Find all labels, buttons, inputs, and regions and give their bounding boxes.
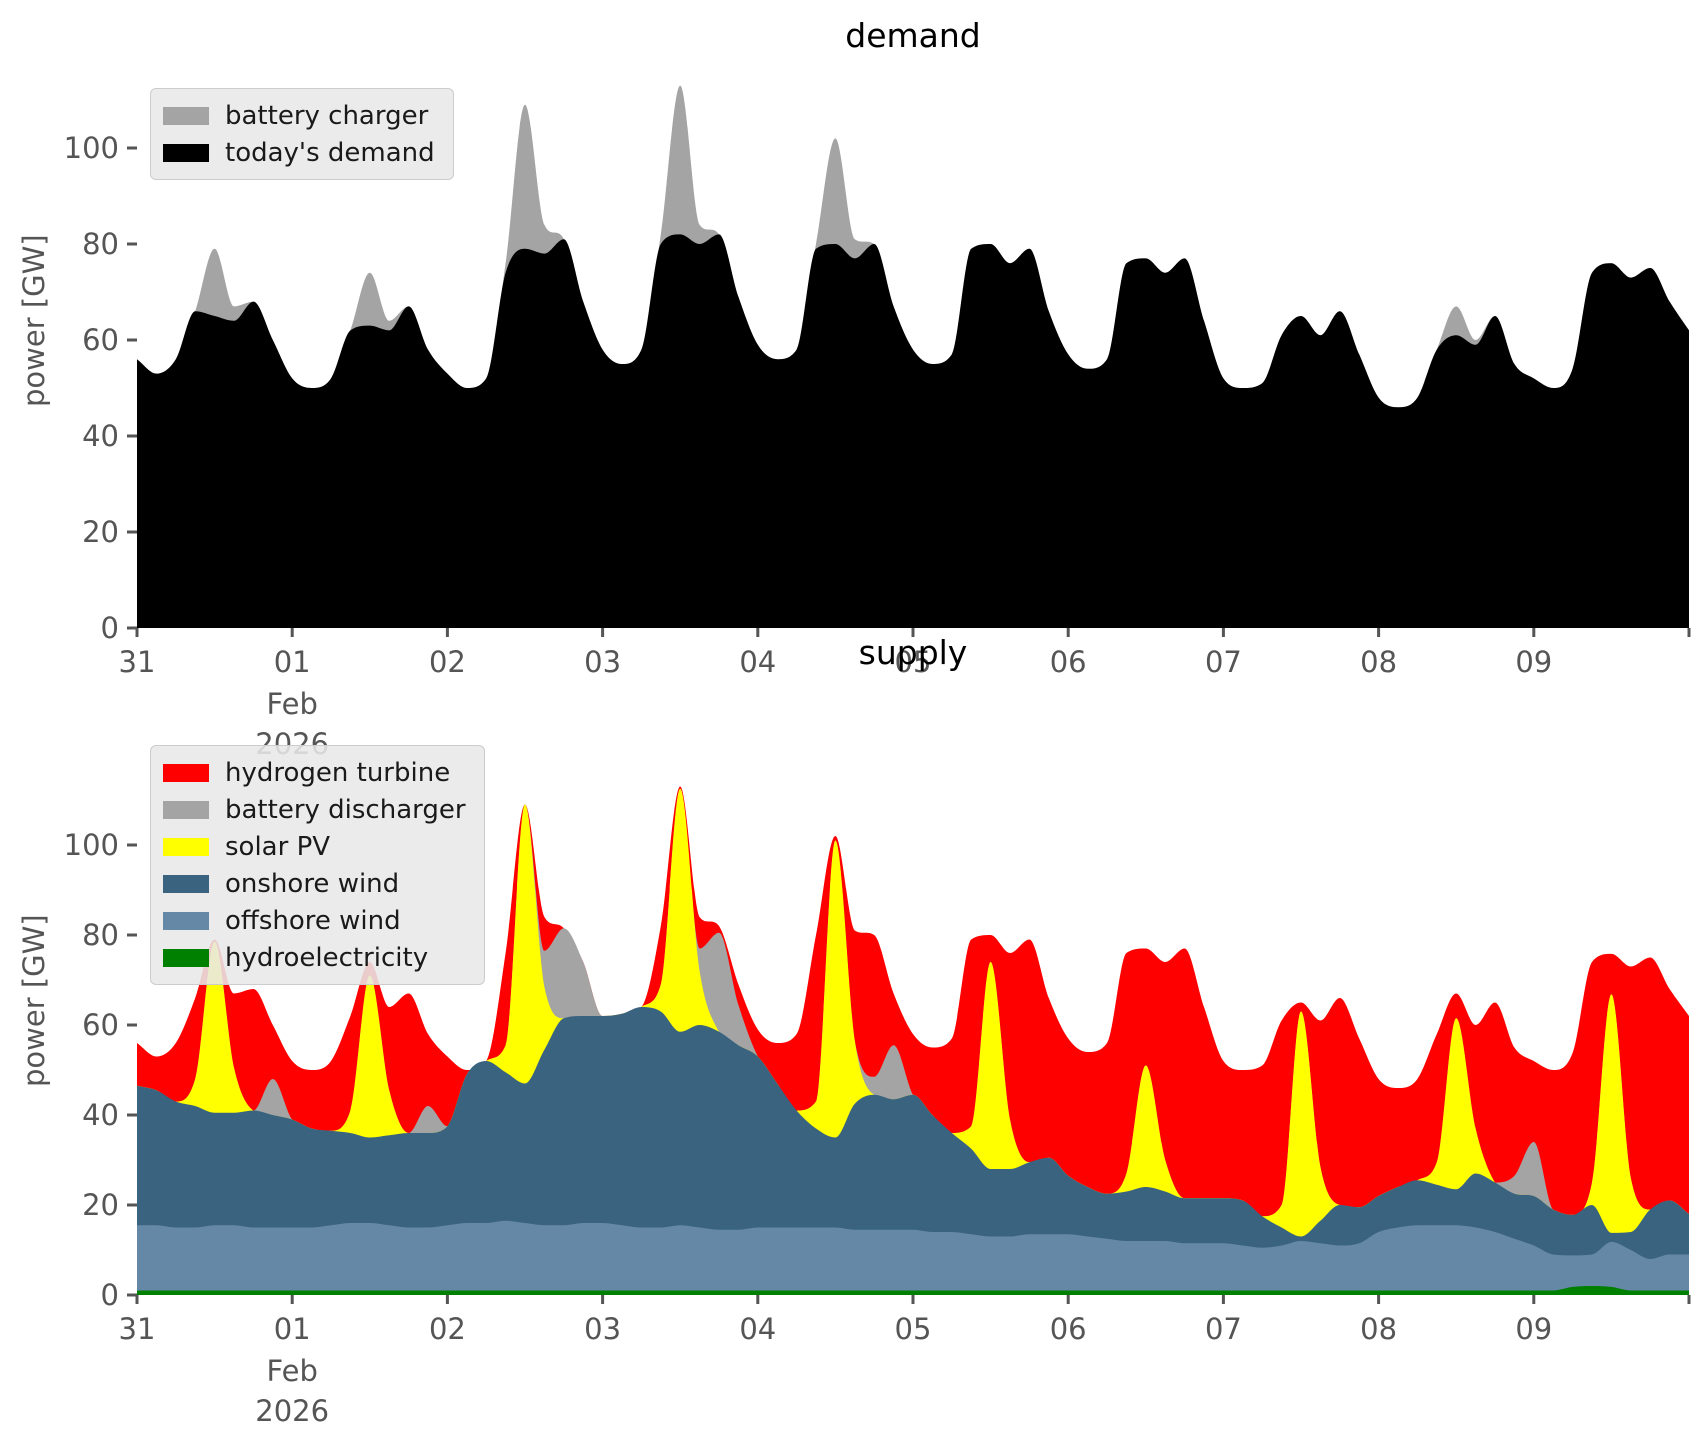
x-tick-label: 04 [739, 1312, 776, 1346]
x-tick-label: 09 [1515, 645, 1552, 679]
y-tick-label: 100 [64, 828, 119, 862]
x-axis-sub-label: Feb [267, 1354, 318, 1388]
y-tick-label: 80 [82, 918, 119, 952]
demand-chart-title: demand [845, 16, 981, 55]
x-axis-sub-label: Feb [267, 687, 318, 721]
x-tick-label: 08 [1360, 645, 1397, 679]
x-tick-label: 08 [1360, 1312, 1397, 1346]
supply-chart-title: supply [858, 633, 968, 672]
legend-label: solar PV [225, 831, 331, 862]
legend-swatch-icon [163, 837, 209, 856]
x-tick-label: 02 [429, 645, 466, 679]
legend-item: solar PV [163, 828, 466, 865]
x-tick-label: 04 [739, 645, 776, 679]
legend-item: hydroelectricity [163, 939, 466, 976]
supply-plot: 31 01 02 03 04 05 06 07 08 09 Feb 2026 0 20 40 60 80 100 [64, 786, 1691, 1428]
y-tick-label: 40 [82, 419, 119, 453]
x-tick-label: 31 [119, 1312, 156, 1346]
demand-area-today-s-demand [137, 234, 1689, 628]
supply-area-offshore-wind [137, 1220, 1689, 1295]
legend-swatch-icon [163, 800, 209, 819]
y-tick-label: 100 [64, 131, 119, 165]
demand-legend: battery charger today's demand [150, 88, 454, 180]
legend-swatch-icon [163, 143, 209, 162]
supply-y-axis-label: power [GW] [17, 914, 51, 1087]
legend-item: onshore wind [163, 865, 466, 902]
legend-item: battery discharger [163, 791, 466, 828]
x-tick-label: 09 [1515, 1312, 1552, 1346]
legend-label: hydroelectricity [225, 942, 429, 973]
x-tick-label: 06 [1050, 1312, 1087, 1346]
supply-legend: hydrogen turbine battery discharger solar … [150, 745, 485, 985]
x-tick-label: 31 [119, 645, 156, 679]
y-tick-label: 0 [101, 611, 119, 645]
legend-swatch-icon [163, 106, 209, 125]
demand-y-axis-label: power [GW] [17, 234, 51, 407]
supply-area-hydroelectricity [137, 1286, 1689, 1295]
legend-label: onshore wind [225, 868, 400, 899]
legend-swatch-icon [163, 911, 209, 930]
legend-label: battery discharger [225, 794, 466, 825]
legend-item: offshore wind [163, 902, 466, 939]
legend-label: today's demand [225, 137, 435, 168]
x-tick-label: 01 [274, 645, 311, 679]
y-tick-label: 20 [82, 1188, 119, 1222]
x-tick-label: 05 [895, 1312, 932, 1346]
legend-label: battery charger [225, 100, 429, 131]
legend-swatch-icon [163, 948, 209, 967]
legend-swatch-icon [163, 763, 209, 782]
x-axis-sub-label: 2026 [255, 1394, 329, 1428]
y-tick-label: 80 [82, 227, 119, 261]
x-tick-label: 07 [1205, 645, 1242, 679]
x-tick-label: 03 [584, 645, 621, 679]
legend-label: offshore wind [225, 905, 401, 936]
y-tick-label: 40 [82, 1098, 119, 1132]
legend-item: battery charger [163, 97, 435, 134]
x-tick-label: 03 [584, 1312, 621, 1346]
x-tick-label: 06 [1050, 645, 1087, 679]
y-tick-label: 0 [101, 1278, 119, 1312]
y-tick-label: 20 [82, 515, 119, 549]
x-tick-label: 07 [1205, 1312, 1242, 1346]
y-tick-label: 60 [82, 1008, 119, 1042]
y-tick-label: 60 [82, 323, 119, 357]
legend-label: hydrogen turbine [225, 757, 451, 788]
legend-swatch-icon [163, 874, 209, 893]
legend-item: hydrogen turbine [163, 754, 466, 791]
x-tick-label: 05 [895, 645, 932, 679]
legend-item: today's demand [163, 134, 435, 171]
x-tick-label: 01 [274, 1312, 311, 1346]
x-tick-label: 02 [429, 1312, 466, 1346]
